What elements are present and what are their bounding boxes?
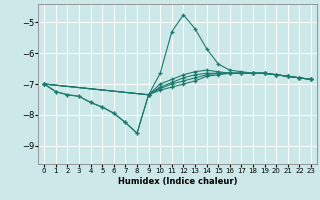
X-axis label: Humidex (Indice chaleur): Humidex (Indice chaleur) [118,177,237,186]
